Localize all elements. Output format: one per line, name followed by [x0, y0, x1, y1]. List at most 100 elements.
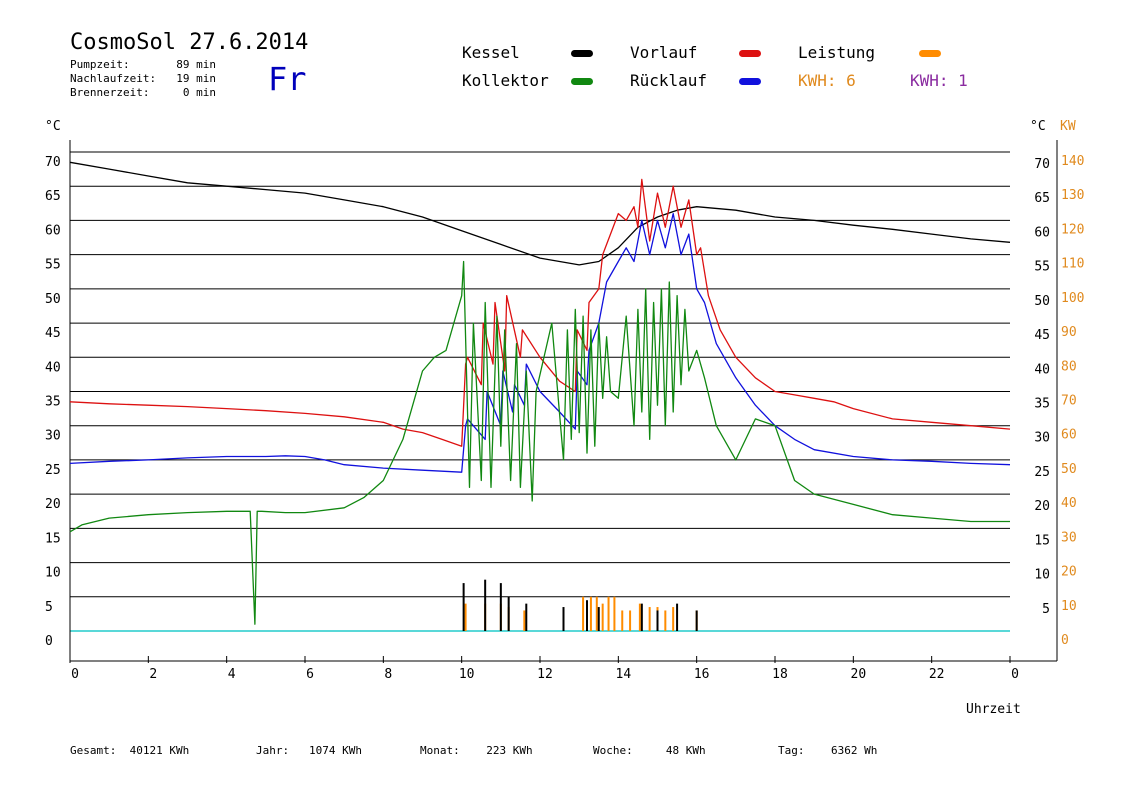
- y-tick-label-right: 45: [1034, 328, 1050, 343]
- x-tick-label: 18: [772, 667, 788, 682]
- legend-swatch-kollektor: [571, 78, 593, 85]
- legend-label-leistung: Leistung: [798, 43, 876, 62]
- stat-label: Pumpzeit:: [70, 58, 130, 71]
- y-tick-label-left: 40: [45, 360, 61, 375]
- stat-row-brenner: Brennerzeit: 0 min: [70, 86, 216, 99]
- footer-value: 1074 KWh: [309, 744, 362, 757]
- stat-row-pump: Pumpzeit: 89 min: [70, 58, 216, 71]
- legend-swatch-vorlauf: [739, 50, 761, 57]
- x-tick-label: 4: [228, 667, 236, 682]
- y-tick-label-kw: 0: [1061, 633, 1069, 648]
- y-tick-label-kw: 140: [1061, 154, 1084, 169]
- footer-label: Jahr:: [256, 744, 290, 757]
- legend-label-vorlauf: Vorlauf: [630, 43, 698, 62]
- y-tick-label-right: 40: [1034, 362, 1050, 377]
- y-tick-label-right: 30: [1034, 431, 1050, 446]
- y-tick-label-kw: 60: [1061, 428, 1077, 443]
- footer-value: 6362 Wh: [831, 744, 878, 757]
- tick-labels: 0 2 4 6 8 10 12 14 16 18 20 22 0 0 5 10 15 20 25 30 35 40 45 50…: [45, 154, 1084, 682]
- x-tick-label: 12: [537, 667, 553, 682]
- y-tick-label-left: 5: [45, 600, 53, 615]
- y-tick-label-right: 25: [1034, 465, 1050, 480]
- left-unit: °C: [45, 119, 61, 134]
- y-tick-label-kw: 100: [1061, 291, 1084, 306]
- y-tick-label-kw: 90: [1061, 325, 1077, 340]
- y-tick-label-right: 10: [1034, 568, 1050, 583]
- y-tick-label-kw: 30: [1061, 530, 1077, 545]
- legend-label-kollektor: Kollektor: [462, 71, 549, 90]
- y-tick-label-right: 60: [1034, 225, 1050, 240]
- footer-month: Monat: 223 KWh: [420, 744, 533, 757]
- footer-value: 223 KWh: [486, 744, 533, 757]
- y-tick-label-kw: 10: [1061, 599, 1077, 614]
- series-line-kessel: [69, 161, 1011, 266]
- x-axis-label: Uhrzeit: [966, 702, 1021, 717]
- legend-label-kessel: Kessel: [462, 43, 520, 62]
- x-tick-label: 0: [71, 667, 79, 682]
- y-tick-label-right: 20: [1034, 499, 1050, 514]
- chart-axes: [69, 140, 1058, 663]
- x-tick-label: 16: [694, 667, 710, 682]
- y-tick-label-right: 5: [1042, 602, 1050, 617]
- series-line-rcklauf: [69, 212, 1011, 473]
- stat-row-nachlauf: Nachlaufzeit: 19 min: [70, 72, 216, 85]
- footer-label: Monat:: [420, 744, 460, 757]
- y-tick-label-left: 35: [45, 395, 61, 410]
- series-line-kollektor: [69, 260, 1010, 625]
- y-tick-label-left: 15: [45, 531, 61, 546]
- footer-day: Tag: 6362 Wh: [778, 744, 877, 757]
- y-tick-label-left: 10: [45, 566, 61, 581]
- y-tick-label-left: 45: [45, 326, 61, 341]
- footer-year: Jahr: 1074 KWh: [256, 744, 362, 757]
- y-tick-label-left: 20: [45, 497, 61, 512]
- y-tick-label-right: 35: [1034, 397, 1050, 412]
- y-tick-label-kw: 70: [1061, 394, 1077, 409]
- stat-label: Nachlaufzeit:: [70, 72, 157, 85]
- x-tick-label: 6: [306, 667, 314, 682]
- footer-week: Woche: 48 KWh: [593, 744, 706, 757]
- y-tick-label-left: 65: [45, 189, 61, 204]
- stat-label: Brennerzeit:: [70, 86, 150, 99]
- kwh-boiler: KWH: 1: [910, 71, 968, 90]
- x-tick-label: 8: [384, 667, 392, 682]
- legend-swatch-ruecklauf: [739, 78, 761, 85]
- footer-value: 48 KWh: [665, 744, 706, 757]
- weekday-label: Fr: [268, 60, 307, 98]
- y-tick-label-left: 25: [45, 463, 61, 478]
- y-tick-label-left: 0: [45, 634, 53, 649]
- y-tick-label-kw: 120: [1061, 222, 1084, 237]
- y-tick-label-kw: 110: [1061, 257, 1084, 272]
- chart-title: CosmoSol 27.6.2014: [70, 30, 309, 55]
- x-tick-label: 10: [459, 667, 475, 682]
- y-tick-label-right: 50: [1034, 294, 1050, 309]
- y-tick-label-right: 65: [1034, 191, 1050, 206]
- footer-label: Tag:: [778, 744, 805, 757]
- y-tick-label-kw: 50: [1061, 462, 1077, 477]
- x-tick-label: 14: [616, 667, 632, 682]
- y-tick-label-right: 70: [1034, 157, 1050, 172]
- y-tick-label-left: 70: [45, 155, 61, 170]
- x-tick-label: 2: [149, 667, 157, 682]
- series-line-vorlauf: [69, 178, 1011, 447]
- y-tick-label-left: 30: [45, 429, 61, 444]
- legend-swatch-kessel: [571, 50, 593, 57]
- grid-lines: [70, 151, 1010, 632]
- right-unit-kw: KW: [1060, 119, 1076, 134]
- y-tick-label-kw: 40: [1061, 496, 1077, 511]
- y-tick-label-kw: 20: [1061, 565, 1077, 580]
- y-tick-label-kw: 130: [1061, 188, 1084, 203]
- y-tick-label-right: 15: [1034, 533, 1050, 548]
- y-tick-label-left: 50: [45, 292, 61, 307]
- right-unit-celsius: °C: [1030, 119, 1046, 134]
- x-tick-label: 20: [851, 667, 867, 682]
- legend-swatch-leistung: [919, 50, 941, 57]
- y-tick-label-left: 55: [45, 258, 61, 273]
- footer-label: Gesamt:: [70, 744, 117, 757]
- y-tick-label-left: 60: [45, 223, 61, 238]
- footer-value: 40121 KWh: [129, 744, 190, 757]
- stat-value: 19 min: [176, 72, 216, 85]
- stat-value: 0 min: [182, 86, 216, 99]
- y-tick-label-kw: 80: [1061, 359, 1077, 374]
- x-tick-label: 22: [929, 667, 945, 682]
